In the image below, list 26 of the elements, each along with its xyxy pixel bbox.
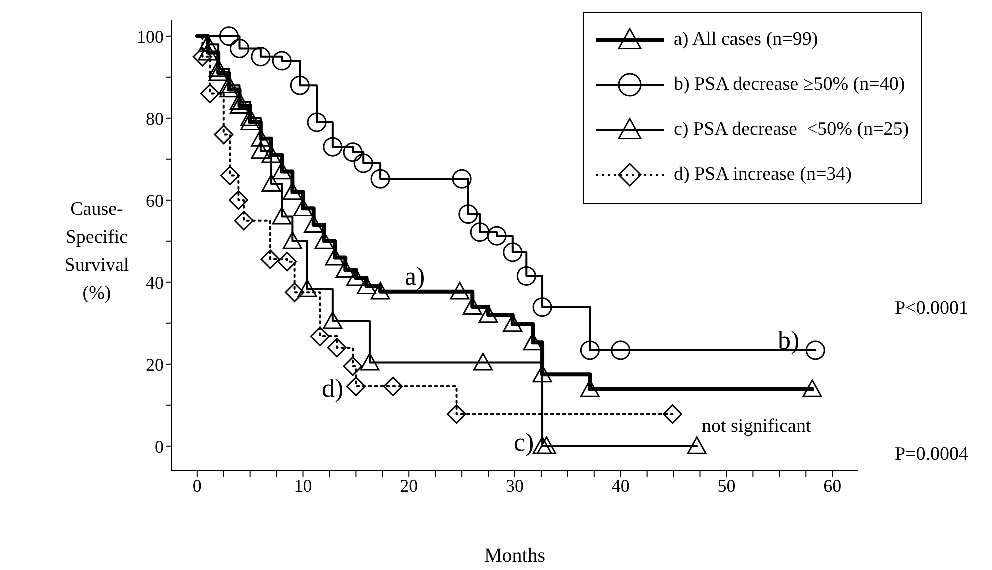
annotation: d) [322, 374, 344, 404]
legend-label: b) PSA decrease ≥50% (n=40) [674, 74, 906, 96]
y-tick-label: 0 [155, 436, 164, 457]
x-tick-label: 10 [294, 476, 312, 496]
y-tick-label: 20 [146, 354, 164, 375]
text: P<0.0001 [895, 298, 969, 320]
y-tick-label: 80 [146, 108, 164, 129]
x-tick-label: 20 [400, 476, 418, 496]
x-axis-title: Months [484, 545, 546, 567]
annotation: b) [778, 326, 800, 356]
legend-label: d) PSA increase (n=34) [674, 164, 852, 186]
x-tick-label: 50 [718, 476, 736, 496]
y-tick-label: 60 [146, 190, 164, 211]
y-tick-label: 100 [137, 26, 164, 47]
legend-label: c) PSA decrease <50% (n=25) [674, 118, 910, 140]
y-tick-label: 40 [146, 272, 164, 293]
x-tick-label: 60 [824, 476, 842, 496]
x-tick-label: 40 [612, 476, 630, 496]
x-tick-label: 0 [192, 476, 202, 496]
x-tick-label: 30 [506, 476, 524, 496]
annotation: c) [514, 428, 534, 458]
text: P=0.0004 [895, 444, 969, 466]
legend-label: a) All cases (n=99) [674, 28, 818, 50]
annotation: not significant [702, 416, 812, 438]
y-axis-title: Cause-Specific Survival (%) [64, 198, 130, 306]
annotation: a) [405, 262, 426, 292]
